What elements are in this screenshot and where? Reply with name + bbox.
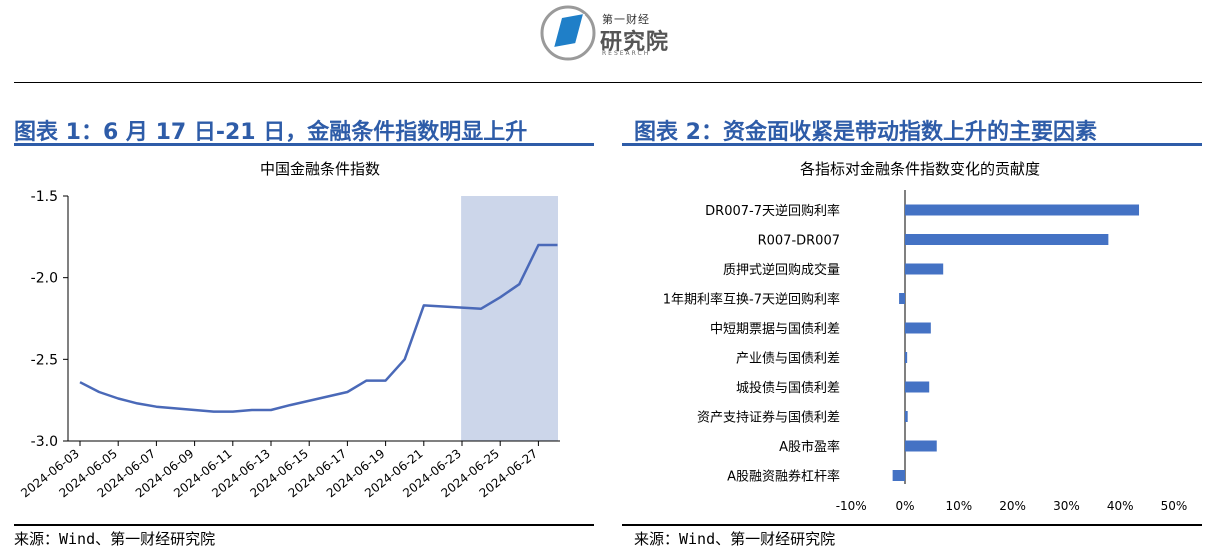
bar <box>905 234 1109 245</box>
y-tick-label: -2.5 <box>31 352 58 368</box>
category-label: A股融资融券杠杆率 <box>727 469 840 485</box>
bar <box>905 411 908 422</box>
bar <box>892 470 905 481</box>
line-chart: -1.5-2.0-2.5-3.02024-06-032024-06-052024… <box>18 189 560 500</box>
category-label: A股市盈率 <box>779 439 840 455</box>
y-tick-label: -1.5 <box>31 189 58 205</box>
highlight-band <box>461 196 558 441</box>
right-chart-title: 各指标对金融条件指数变化的贡献度 <box>799 160 1040 178</box>
bar-chart: DR007-7天逆回购利率 R007-DR007 质押式逆回购成交量 1年期利率互换-… <box>663 190 1188 513</box>
category-label: 资产支持证券与国债利差 <box>697 410 840 426</box>
y-tick-label: -2.0 <box>31 271 58 287</box>
category-label: 质押式逆回购成交量 <box>723 262 840 278</box>
x-tick-label: -10% <box>836 499 867 513</box>
right-panel-heading: 图表 2：资金面收紧是带动指数上升的主要因素 <box>634 120 1097 145</box>
left-chart-title: 中国金融条件指数 <box>259 160 380 178</box>
bar <box>905 440 937 452</box>
bar <box>905 263 944 275</box>
right-source: 来源：Wind、第一财经研究院 <box>634 530 836 548</box>
bar <box>905 204 1140 216</box>
x-tick-label: 50% <box>1161 499 1188 513</box>
logo-icon <box>540 5 596 61</box>
category-label: 中短期票据与国债利差 <box>710 322 840 337</box>
bar <box>905 381 930 393</box>
logo: 第一财经 研究院 RESEARCH <box>540 4 700 62</box>
category-label: R007-DR007 <box>758 234 840 249</box>
category-label: 1年期利率互换-7天逆回购利率 <box>663 292 840 308</box>
logo-text-main: 研究院 <box>600 30 670 55</box>
right-bottom-rule <box>622 524 1202 526</box>
x-tick-label: 10% <box>945 499 972 513</box>
x-tick-label: 20% <box>999 499 1026 513</box>
left-bottom-rule <box>14 524 594 526</box>
y-tick-label: -3.0 <box>31 434 58 450</box>
series-line <box>79 243 558 413</box>
category-label: 产业债与国债利差 <box>736 352 840 367</box>
bar <box>905 352 908 363</box>
left-source: 来源：Wind、第一财经研究院 <box>14 530 216 548</box>
bar <box>899 293 905 304</box>
right-heading-rule <box>622 143 1202 146</box>
left-heading-rule <box>14 143 594 146</box>
left-panel-heading: 图表 1：6 月 17 日-21 日，金融条件指数明显上升 <box>14 120 528 145</box>
category-label: 城投债与国债利差 <box>736 380 840 396</box>
category-label: DR007-7天逆回购利率 <box>705 203 840 219</box>
x-tick-label: 40% <box>1107 499 1134 513</box>
logo-text-sub: RESEARCH <box>602 50 651 57</box>
bar <box>905 322 931 334</box>
header-divider <box>14 82 1202 83</box>
x-tick-label: 0% <box>895 499 914 513</box>
logo-text-top: 第一财经 <box>602 13 650 26</box>
x-tick-label: 30% <box>1053 499 1080 513</box>
